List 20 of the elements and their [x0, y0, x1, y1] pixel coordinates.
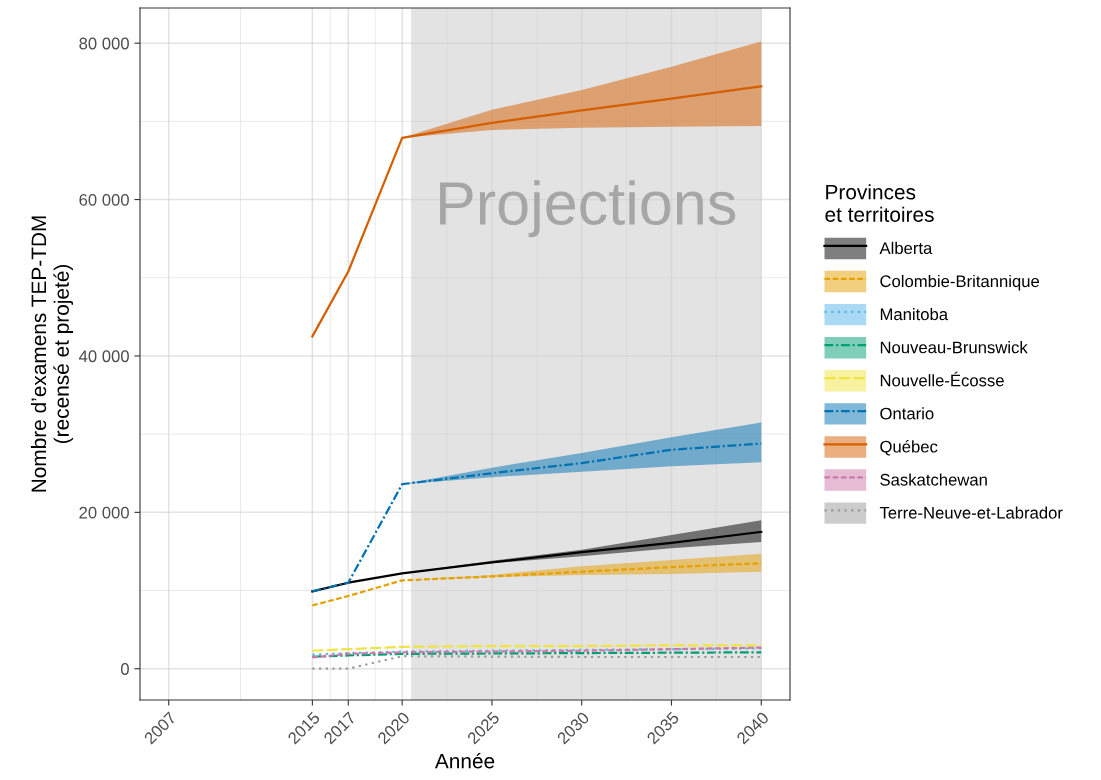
legend-label: Ontario [880, 407, 934, 420]
line-series [311, 530, 763, 593]
legend-label: Alberta [879, 241, 933, 255]
y-tick-label: 80 000 [79, 37, 129, 50]
legend-label: Terre-Neuve-et-Labrador [879, 506, 1063, 519]
legend-label: Québec [880, 440, 938, 456]
y-tick-label: 0 [120, 663, 129, 675]
line-series [311, 85, 763, 338]
legend-label: Nouvelle-Écosse [880, 371, 1004, 387]
legend-label: Colombie-Britannique [880, 274, 1040, 291]
y-tick-label: 40 000 [78, 350, 129, 363]
legend-label: Manitoba [880, 307, 949, 321]
band-label: Projections [440, 180, 736, 238]
y-tick-label: 60 000 [79, 193, 129, 206]
y-tick-label: 20 000 [79, 506, 129, 519]
y-axis-title: Nombre d’examens TEP-TDM (recensé et projeté) [30, 216, 74, 492]
legend-label: Saskatchewan [880, 473, 987, 486]
legend-title: Provinces et territoires [825, 184, 934, 222]
x-axis-title: Année [434, 752, 495, 769]
legend-label: Nouveau-Brunswick [880, 341, 1028, 354]
